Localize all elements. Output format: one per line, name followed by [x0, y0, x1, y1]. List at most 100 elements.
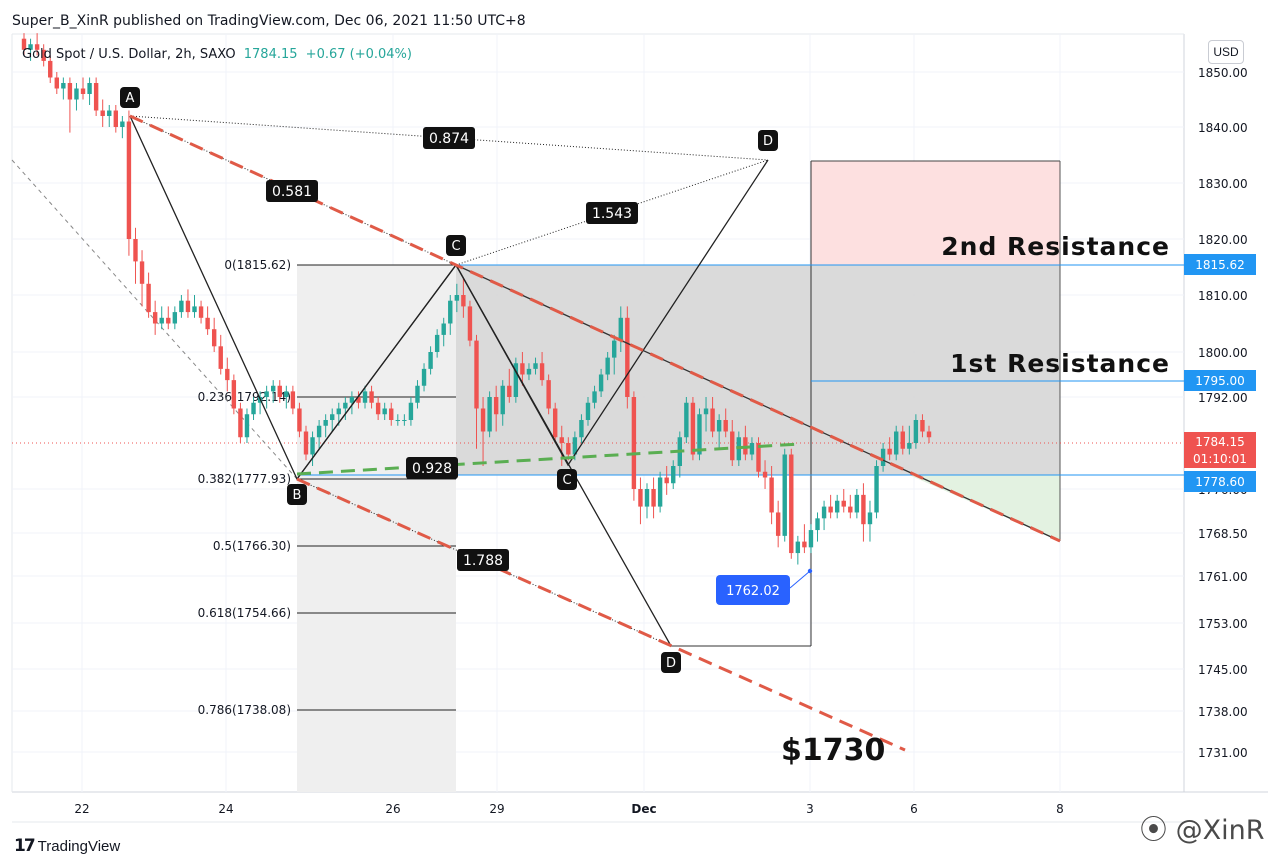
y-tick-1731: 1731.00: [1198, 746, 1248, 760]
ratio-0581: 0.581: [272, 184, 312, 200]
price-tag-1778-bg: [1184, 471, 1256, 492]
candle-body: [821, 506, 827, 519]
x-tick-6: 6: [910, 802, 918, 816]
publisher-line: Super_B_XinR published on TradingView.co…: [12, 13, 526, 29]
candle-body: [303, 431, 309, 455]
candle-body: [126, 121, 132, 239]
candle-body: [657, 477, 663, 507]
candle-body: [41, 49, 46, 61]
candle-body: [120, 121, 125, 127]
low-marker-dot: [807, 568, 813, 574]
candle-body: [684, 402, 689, 438]
candle-body: [749, 443, 755, 455]
low-marker-box[interactable]: [716, 575, 790, 605]
candle-body: [874, 466, 879, 513]
candle-body: [539, 363, 545, 381]
candle-body: [631, 397, 637, 489]
candle-body: [526, 368, 532, 375]
candle-body: [54, 77, 59, 89]
candles: [21, 33, 932, 565]
currency-button[interactable]: USD: [1208, 40, 1244, 64]
candle-body: [80, 88, 86, 94]
candle-body: [769, 477, 774, 513]
candle-body: [854, 494, 860, 513]
candle-body: [290, 391, 296, 409]
candle-body: [343, 402, 348, 409]
candle-body: [389, 408, 394, 420]
point-box-a: [120, 87, 140, 108]
candle-body: [461, 295, 466, 307]
candle-body: [775, 512, 781, 536]
ratio-line-cd: [455, 159, 769, 266]
price-tag-current-bg: [1184, 432, 1256, 468]
ratio-1788: 1.788: [463, 553, 503, 569]
y-tick-1850: 1850.00: [1198, 66, 1248, 80]
price-change: +0.67 (+0.04%): [305, 47, 412, 62]
candle-body: [697, 414, 702, 455]
candle-body: [356, 397, 361, 403]
price-tag-current: 1784.15: [1195, 435, 1245, 449]
candle-body: [362, 391, 368, 403]
candle-body: [225, 368, 230, 381]
fib-label-236: 0.236(1792.14): [198, 390, 291, 404]
tradingview-logo-text: TradingView: [37, 838, 121, 855]
x-tick-26: 26: [385, 802, 400, 816]
point-box-d1: [758, 130, 778, 151]
y-tick-1753: 1753.00: [1198, 617, 1248, 631]
point-box-c2: [557, 469, 577, 490]
y-tick-1830: 1830.00: [1198, 177, 1248, 191]
candle-body: [93, 83, 99, 111]
candle-body: [644, 489, 650, 507]
candle-body: [507, 385, 512, 397]
point-b: B: [293, 488, 302, 503]
candle-body: [585, 402, 591, 420]
green-dashed-trend: [296, 442, 801, 476]
y-tick-1768: 1768.50: [1198, 527, 1248, 541]
candle-body: [297, 408, 302, 432]
x-tick-dec: Dec: [631, 802, 656, 816]
candle-body: [618, 317, 623, 341]
target-label: $1730: [781, 733, 885, 768]
y-tick-1840: 1840.00: [1198, 121, 1248, 135]
ratio-0928: 0.928: [412, 461, 452, 477]
candle-body: [861, 494, 866, 525]
pattern-bcd-2: [296, 159, 769, 480]
candle-body: [612, 340, 617, 358]
candle-body: [913, 420, 919, 443]
ratio-box-0581: [266, 180, 318, 202]
candle-body: [421, 368, 427, 386]
tradingview-logo[interactable]: 17 TradingView: [14, 836, 120, 856]
candle-body: [716, 420, 722, 432]
ratio-0874: 0.874: [429, 131, 469, 147]
candle-body: [146, 283, 151, 313]
candle-body: [887, 448, 892, 455]
candle-body: [152, 312, 158, 324]
candle-body: [48, 60, 53, 78]
candle-body: [349, 397, 355, 403]
y-tick-1792: 1792.00: [1198, 391, 1248, 405]
candle-body: [808, 530, 814, 548]
candle-body: [402, 420, 407, 421]
candle-body: [100, 110, 105, 116]
candle-body: [834, 500, 840, 513]
candle-body: [330, 414, 335, 420]
price-tag-1815: 1815.62: [1195, 258, 1245, 272]
candle-body: [782, 454, 787, 536]
candle-body: [651, 489, 656, 507]
candle-body: [867, 512, 873, 525]
candle-body: [671, 466, 676, 484]
candle-body: [133, 239, 138, 262]
candle-body: [730, 431, 735, 461]
fib-label-618: 0.618(1754.66): [198, 606, 291, 620]
candle-body: [664, 477, 669, 484]
candle-body: [756, 443, 761, 472]
candle-body: [166, 317, 171, 324]
candle-body: [316, 425, 322, 438]
candle-body: [434, 334, 440, 352]
y-tick-1800: 1800.00: [1198, 346, 1248, 360]
candle-body: [487, 397, 492, 432]
y-tick-1745: 1745.00: [1198, 663, 1248, 677]
red-dashed-lower-trend: [296, 477, 906, 752]
point-box-d2: [661, 652, 681, 673]
